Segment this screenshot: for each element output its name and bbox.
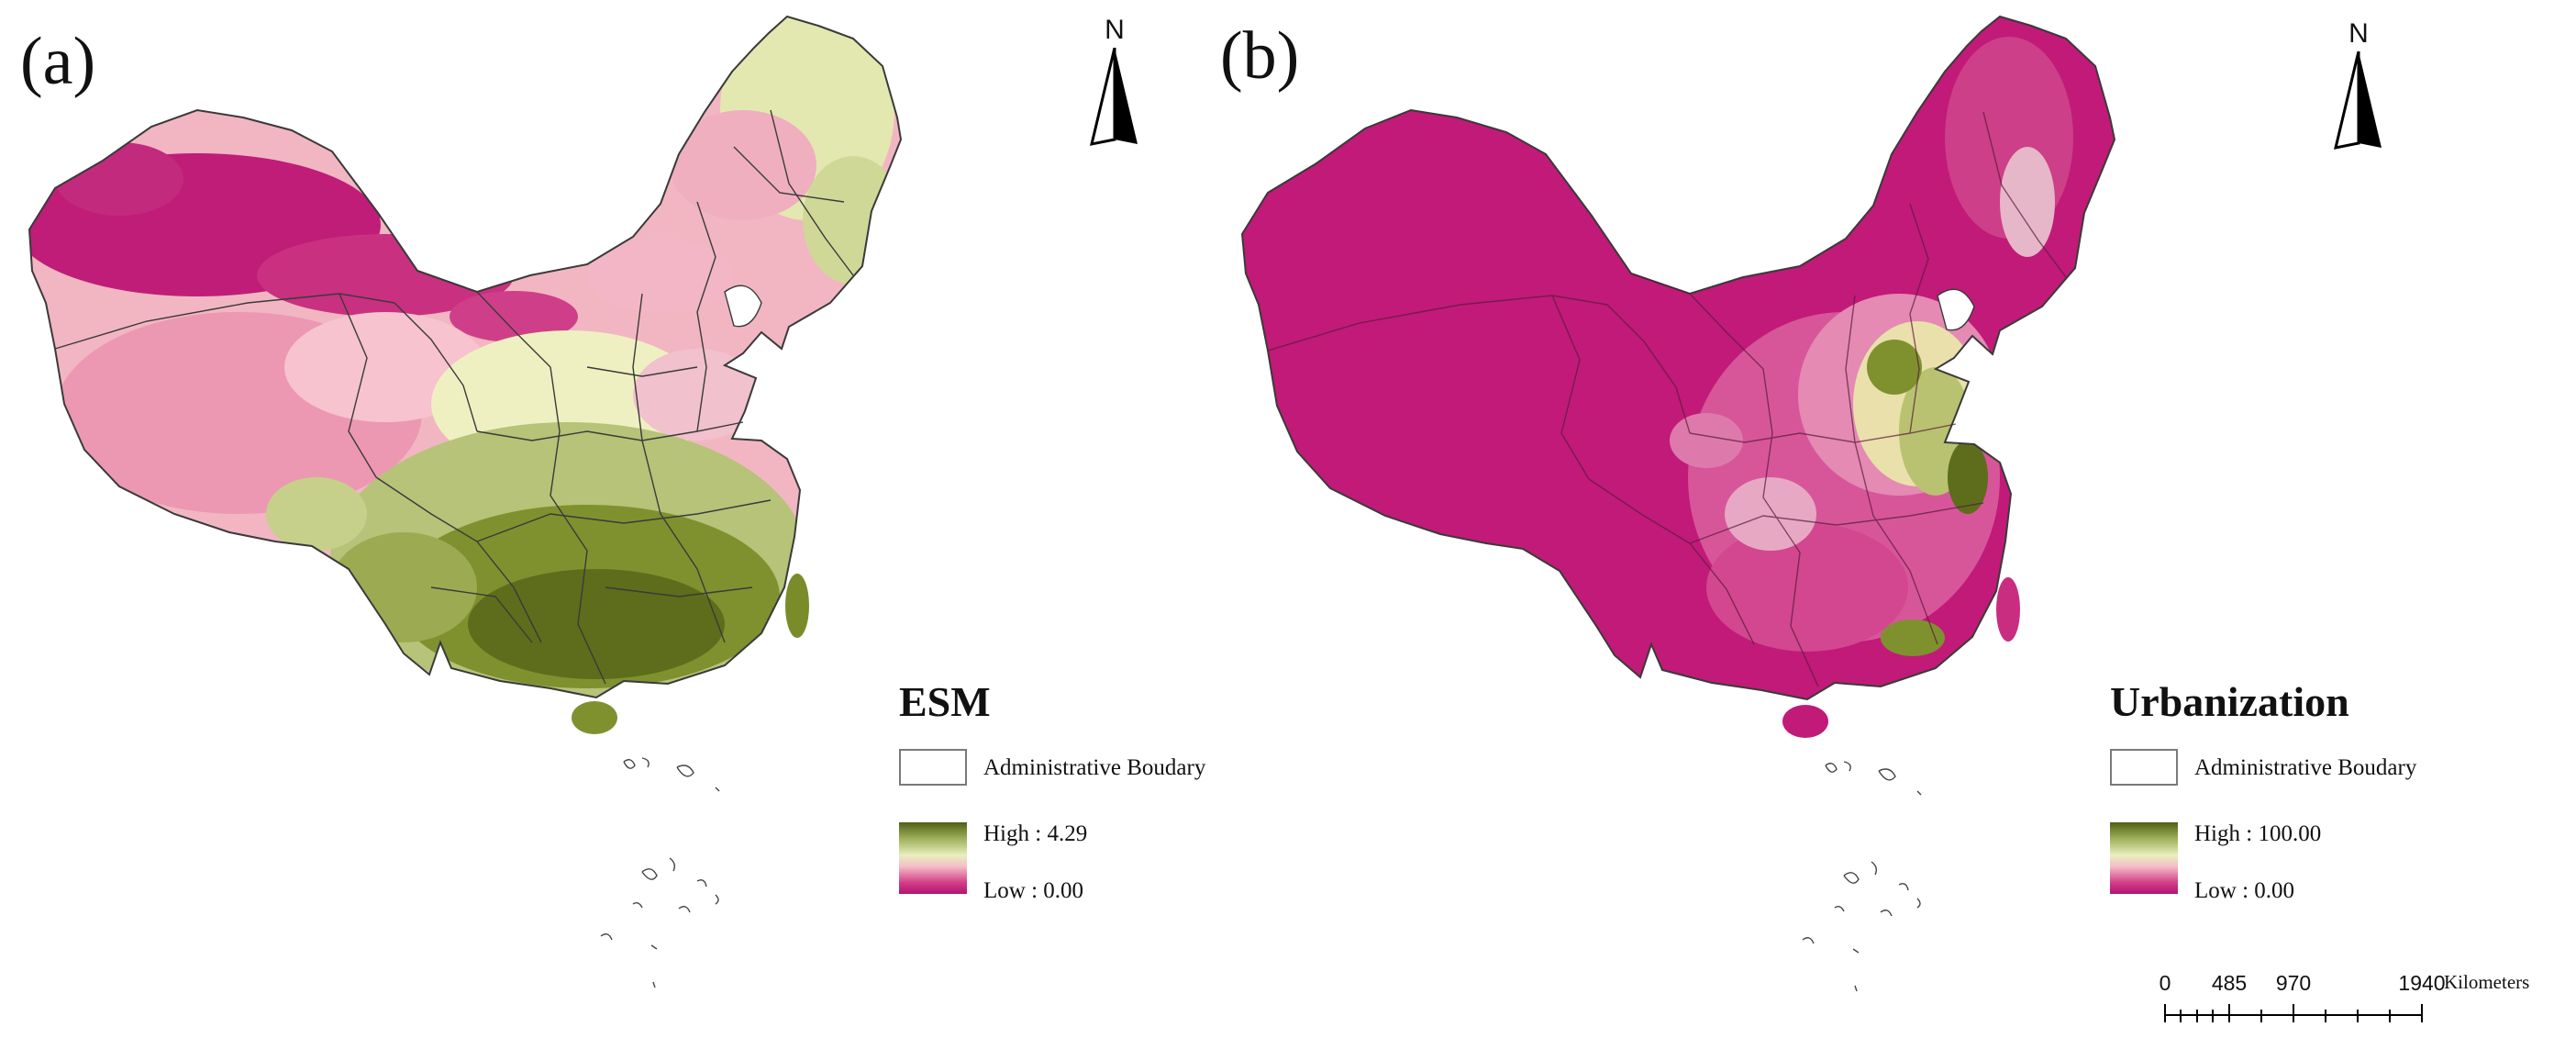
administrative-boundaries: [54, 109, 854, 685]
boundary-swatch: [2110, 749, 2178, 786]
scale-tick-label: 0: [2159, 971, 2171, 995]
scale-bar-ruler: [2164, 1004, 2423, 1022]
scale-tick-label: 1940: [2398, 971, 2446, 995]
panel-a-esm-map: (a) N ESM Administrative Boudary High : …: [0, 0, 1257, 1038]
legend: ESM Administrative Boudary High : 4.29 L…: [899, 681, 1229, 923]
south-sea-islands: [1802, 761, 1922, 992]
color-ramp: [899, 822, 967, 894]
color-ramp: [2110, 822, 2178, 894]
legend: Urbanization Administrative Boudary High…: [2110, 681, 2495, 923]
boundary-label: Administrative Boudary: [983, 755, 1206, 780]
country-outline: [28, 15, 903, 699]
panel-label: (b): [1220, 18, 1300, 94]
administrative-boundaries: [1267, 111, 2067, 687]
north-label: N: [1105, 15, 1125, 45]
bohai-sea: [724, 285, 762, 328]
taiwan-island: [1996, 577, 2020, 642]
hainan-island: [1782, 705, 1828, 738]
north-arrow-icon: [1089, 48, 1138, 146]
north-arrow-icon: [2333, 51, 2382, 150]
scale-bar: 0 485 970 1940 Kilometers: [2132, 971, 2529, 1026]
low-label: Low : 0.00: [2194, 878, 2295, 903]
bohai-sea: [1937, 288, 1975, 331]
scale-tick-label: 970: [2275, 971, 2312, 995]
legend-title: ESM: [899, 678, 991, 725]
legend-ramp-row: High : 4.29 Low : 0.00: [899, 822, 1229, 923]
north-label: N: [2348, 18, 2369, 49]
legend-boundary-row: Administrative Boudary: [899, 749, 1229, 789]
taiwan-island: [785, 574, 809, 638]
north-arrow: N: [1083, 15, 1147, 146]
south-sea-islands: [600, 757, 720, 988]
legend-boundary-row: Administrative Boudary: [2110, 749, 2495, 789]
panel-b-urbanization-map: (b) N Urbanization Administrative Boudar…: [1220, 0, 2576, 1038]
boundary-swatch: [899, 749, 967, 786]
scale-unit-label: Kilometers: [2444, 971, 2530, 993]
hainan-island: [572, 701, 617, 734]
country-outline: [1240, 15, 2116, 701]
legend-title: Urbanization: [2110, 678, 2349, 725]
high-label: High : 100.00: [2194, 821, 2322, 846]
north-arrow: N: [2326, 18, 2391, 150]
urbanization-map-svg: [1240, 15, 2116, 992]
high-label: High : 4.29: [983, 821, 1088, 846]
low-label: Low : 0.00: [983, 878, 1084, 903]
panel-label: (a): [20, 24, 96, 99]
scale-tick-label: 485: [2211, 971, 2248, 995]
boundary-label: Administrative Boudary: [2194, 755, 2417, 780]
legend-ramp-row: High : 100.00 Low : 0.00: [2110, 822, 2495, 923]
esm-map-svg: [28, 15, 903, 988]
